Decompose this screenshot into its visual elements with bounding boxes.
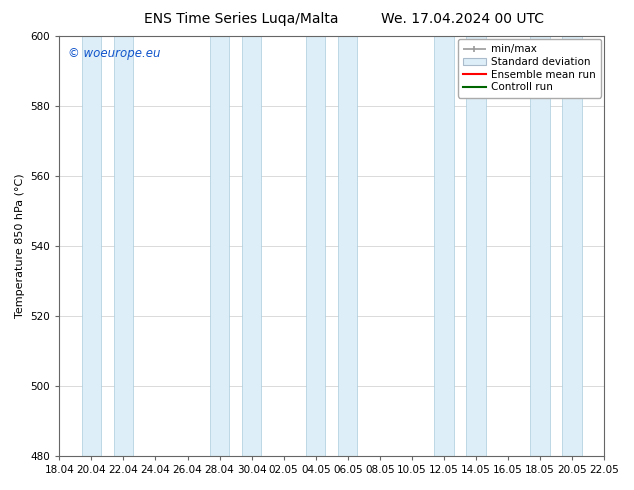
Bar [434,36,453,456]
Bar [114,36,133,456]
Bar [210,36,229,456]
Text: © woeurope.eu: © woeurope.eu [67,47,160,60]
Legend: min/max, Standard deviation, Ensemble mean run, Controll run: min/max, Standard deviation, Ensemble me… [458,39,601,98]
Bar [306,36,325,456]
Y-axis label: Temperature 850 hPa (°C): Temperature 850 hPa (°C) [15,174,25,318]
Bar [338,36,358,456]
Text: ENS Time Series Luqa/Malta: ENS Time Series Luqa/Malta [144,12,338,26]
Bar [242,36,261,456]
Bar [82,36,101,456]
Bar [531,36,550,456]
Bar [562,36,581,456]
Bar [467,36,486,456]
Text: We. 17.04.2024 00 UTC: We. 17.04.2024 00 UTC [381,12,545,26]
